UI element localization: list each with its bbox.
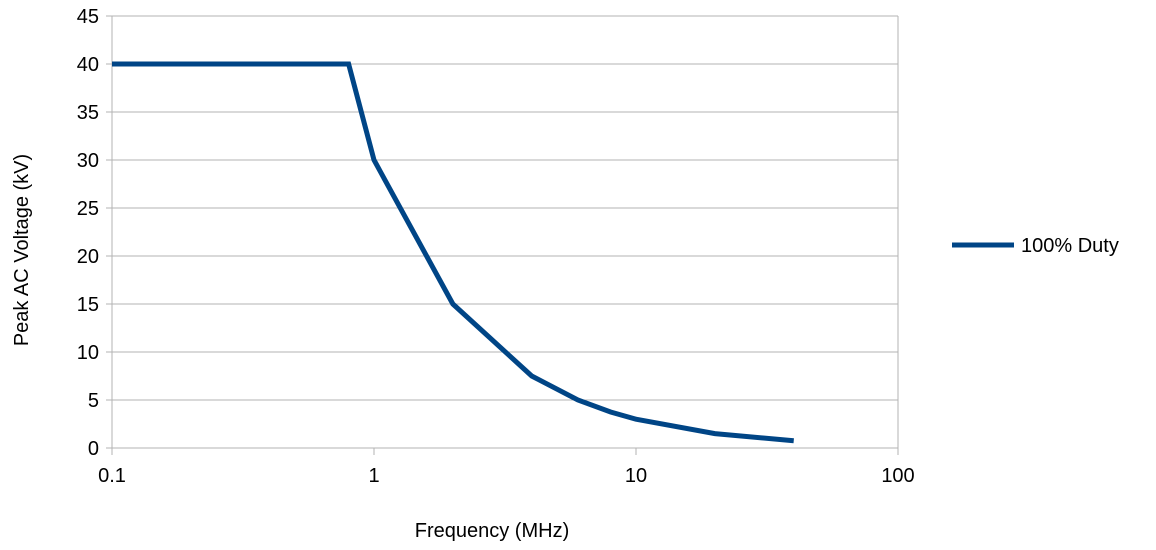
y-tick-label: 15 (77, 294, 99, 316)
legend-label-100-duty: 100% Duty (1021, 235, 1119, 257)
y-tick-label: 45 (77, 6, 99, 28)
x-tick-label: 1 (368, 465, 379, 487)
ticks-layer: 0 5 10 15 20 25 30 35 40 45 0.1 1 10 100 (77, 6, 915, 487)
y-tick-label: 5 (88, 390, 99, 412)
y-tick-label: 25 (77, 198, 99, 220)
x-tick-label: 10 (625, 465, 647, 487)
grid-layer (112, 15, 898, 449)
y-tick-label: 20 (77, 246, 99, 268)
x-tick-label: 0.1 (98, 465, 126, 487)
y-tick-label: 0 (88, 438, 99, 460)
series-layer (112, 61, 794, 444)
legend: 100% Duty (952, 235, 1119, 257)
y-tick-label: 30 (77, 150, 99, 172)
series-line-100-duty (112, 61, 794, 444)
y-tick-label: 10 (77, 342, 99, 364)
axes-layer (111, 16, 899, 448)
x-tick-label: 100 (881, 465, 914, 487)
y-tick-label: 40 (77, 54, 99, 76)
y-tick-label: 35 (77, 102, 99, 124)
x-axis-title: Frequency (MHz) (415, 520, 569, 542)
y-axis-title: Peak AC Voltage (kV) (11, 154, 33, 346)
